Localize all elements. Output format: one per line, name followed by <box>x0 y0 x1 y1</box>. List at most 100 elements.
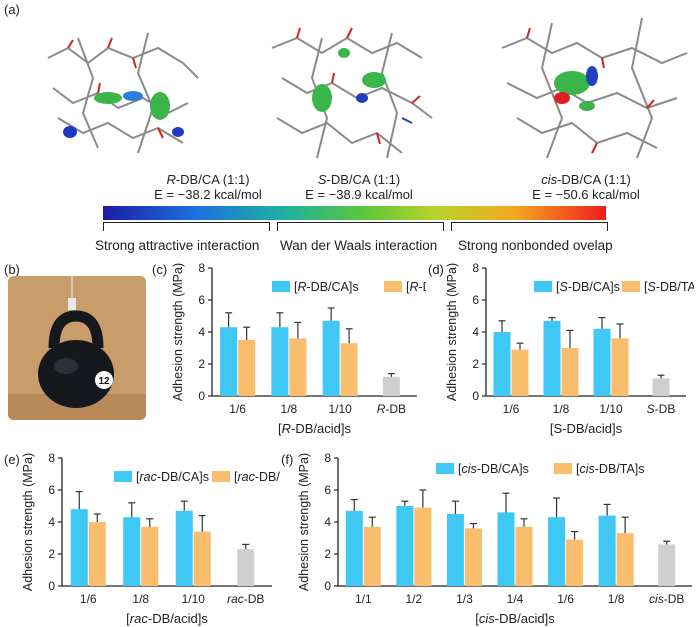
interaction-color-scale <box>103 206 606 220</box>
x-axis-label-e: [rac-DB/acid]s <box>126 611 208 626</box>
y-tick-label-c-4: 4 <box>198 325 205 339</box>
molecule-caption-cis: cis-DB/CA (1:1) E = −50.6 kcal/mol <box>506 172 666 202</box>
bar-f-1_8-0 <box>598 515 616 586</box>
x-tick-label-f-1_3: 1/3 <box>456 592 473 606</box>
legend-swatch-d-0 <box>534 281 552 292</box>
x-axis-label-c: [R-DB/acid]s <box>278 421 351 436</box>
y-axis-label-c: Adhesion strength (MPa) <box>171 263 185 401</box>
y-tick-label-c-2: 2 <box>198 357 205 371</box>
y-tick-label-f-6: 6 <box>324 483 331 497</box>
x-axis-label-d: [S-DB/acid]s <box>550 421 623 436</box>
kettlebell-icon: 12 <box>8 276 146 420</box>
x-tick-label-f-cis_DB: cis-DB <box>649 592 684 606</box>
y-tick-label-e-4: 4 <box>48 515 55 529</box>
molecule-suffix-r: -DB/CA (1:1) <box>175 172 250 187</box>
bar-d-1_8-1 <box>561 348 579 396</box>
bar-c-1_8-1 <box>289 338 307 396</box>
bar-c-1_10-1 <box>340 343 358 396</box>
bar-d-1_10-0 <box>593 328 611 396</box>
bar-d-1_6-0 <box>493 332 511 396</box>
legend-swatch-f-0 <box>436 463 454 474</box>
legend-swatch-c-0 <box>272 281 290 292</box>
molecule-energy-cis: E = −50.6 kcal/mol <box>532 187 640 202</box>
x-tick-label-f-1_6: 1/6 <box>557 592 574 606</box>
x-tick-label-e-1_8: 1/8 <box>132 592 149 606</box>
bar-c-1_8-0 <box>271 327 289 396</box>
y-tick-label-d-8: 8 <box>472 262 479 275</box>
y-tick-label-f-0: 0 <box>324 579 331 593</box>
bar-c-1_6-0 <box>220 327 238 396</box>
y-tick-label-e-6: 6 <box>48 483 55 497</box>
scale-bracket-overlap <box>451 222 608 231</box>
legend-label-c-0: [R-DB/CA]s <box>294 280 359 294</box>
y-tick-label-d-2: 2 <box>472 357 479 371</box>
legend-swatch-f-1 <box>554 463 572 474</box>
chart-panel-c: 0 2 4 6 8 Adhesion strength (MPa) 1/6 1/8 1/10 R-… <box>171 262 426 436</box>
bar-f-1_4-0 <box>497 512 515 586</box>
molecule-prefix-cis: cis <box>541 172 558 187</box>
x-tick-label-e-1_6: 1/6 <box>80 592 97 606</box>
bar-e-1_6-1 <box>88 522 106 586</box>
bar-e-rac_DB-2 <box>237 549 255 586</box>
bar-d-1_10-1 <box>611 338 629 396</box>
y-tick-label-e-2: 2 <box>48 547 55 561</box>
bar-f-1_1-1 <box>363 526 381 586</box>
y-axis-label-f: Adhesion strength (MPa) <box>297 453 311 591</box>
bar-d-1_8-0 <box>543 320 561 396</box>
x-tick-label-c-1_6: 1/6 <box>229 402 246 416</box>
scale-bracket-attractive <box>103 222 270 231</box>
x-tick-label-d-1_8: 1/8 <box>553 402 570 416</box>
x-tick-label-c-1_8: 1/8 <box>281 402 298 416</box>
scale-label-vdw: Wan der Waals interaction <box>280 238 438 253</box>
x-tick-label-f-1_8: 1/8 <box>608 592 625 606</box>
legend-label-f-0: [cis-DB/CA]s <box>458 462 529 476</box>
y-tick-label-f-8: 8 <box>324 452 331 465</box>
panel-label-f: (f) <box>281 452 294 467</box>
bar-c-1_10-0 <box>322 320 340 396</box>
legend-label-e-0: [rac-DB/CA]s <box>136 470 209 484</box>
legend-label-f-1: [cis-DB/TA]s <box>576 462 645 476</box>
y-tick-label-d-0: 0 <box>472 389 479 403</box>
x-axis-label-f: [cis-DB/acid]s <box>475 611 555 626</box>
panel-label-e: (e) <box>4 452 20 467</box>
bar-d-S_DB-2 <box>652 378 670 396</box>
chart-panel-d: 0 2 4 6 8 Adhesion strength (MPa) 1/6 1/8 1/10 S-… <box>445 262 694 436</box>
bar-e-1_10-1 <box>193 531 211 586</box>
y-tick-label-f-2: 2 <box>324 547 331 561</box>
bar-f-cis_DB-2 <box>658 544 676 586</box>
bar-c-R_DB-2 <box>382 376 400 396</box>
y-axis-label-d: Adhesion strength (MPa) <box>445 263 459 401</box>
bar-f-1_2-0 <box>396 506 414 586</box>
bar-c-1_6-1 <box>238 340 256 396</box>
bar-f-1_4-1 <box>515 526 533 586</box>
molecule-r-db-ca-image <box>47 32 199 154</box>
molecule-caption-s: S-DB/CA (1:1) E = −38.9 kcal/mol <box>279 172 439 202</box>
panel-label-b: (b) <box>4 262 20 277</box>
bar-f-1_3-0 <box>446 514 464 586</box>
panel-label-d: (d) <box>428 262 444 277</box>
molecule-cis-db-ca-image <box>501 17 688 159</box>
chart-panel-e: 0 2 4 6 8 Adhesion strength (MPa) 1/6 1/8 1/10 ra… <box>21 452 280 626</box>
x-tick-label-d-1_6: 1/6 <box>503 402 520 416</box>
legend-swatch-c-1 <box>384 281 402 292</box>
chart-panel-f: 0 2 4 6 8 Adhesion strength (MPa) 1/1 1/2 1/3 1/4… <box>297 452 692 626</box>
molecule-prefix-r: R <box>166 172 176 187</box>
y-tick-label-d-4: 4 <box>472 325 479 339</box>
y-tick-label-e-0: 0 <box>48 579 55 593</box>
y-tick-label-d-6: 6 <box>472 293 479 307</box>
bar-d-1_6-1 <box>511 349 529 396</box>
y-tick-label-f-4: 4 <box>324 515 331 529</box>
legend-label-c-1: [R-DB/TA]s <box>406 280 426 294</box>
bar-e-1_8-0 <box>123 517 141 586</box>
bar-f-1_3-1 <box>464 528 482 586</box>
bar-e-1_8-1 <box>141 526 159 586</box>
x-tick-label-f-1_4: 1/4 <box>507 592 524 606</box>
x-tick-label-c-R_DB: R-DB <box>377 402 406 416</box>
panel-label-a: (a) <box>4 2 20 17</box>
x-tick-label-e-rac_DB: rac-DB <box>227 592 264 606</box>
scale-label-overlap: Strong nonbonded ovelap <box>458 238 613 253</box>
molecule-suffix-cis: -DB/CA (1:1) <box>557 172 631 187</box>
legend-label-d-1: [S-DB/TA]s <box>644 280 694 294</box>
molecule-caption-r: R-DB/CA (1:1) E = −38.2 kcal/mol <box>128 172 288 202</box>
y-tick-label-c-6: 6 <box>198 293 205 307</box>
